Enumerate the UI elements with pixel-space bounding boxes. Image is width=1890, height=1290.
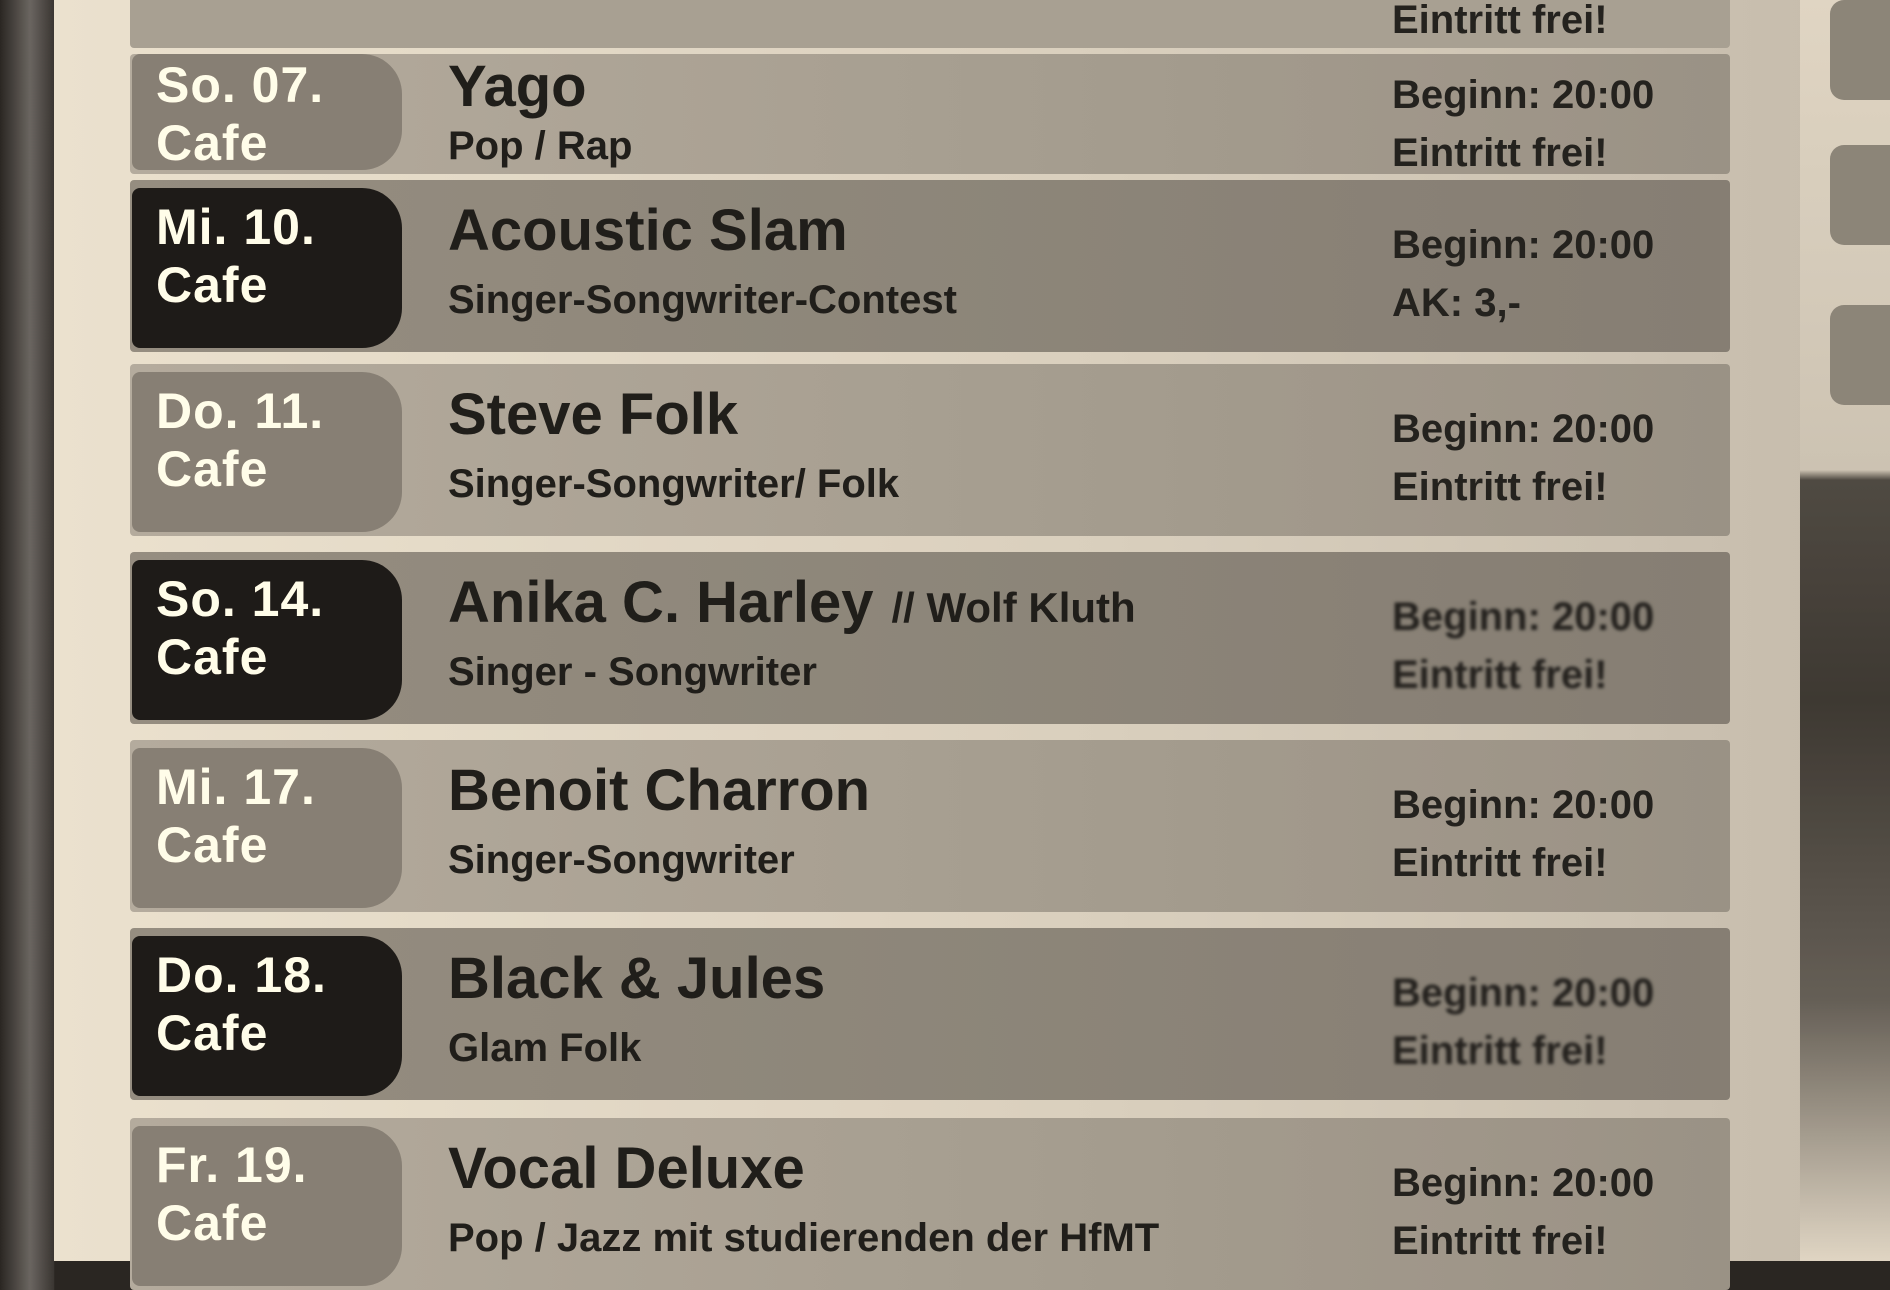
event-artist: Steve Folk bbox=[448, 382, 739, 447]
event-info: Beginn: 20:00 Eintritt frei! bbox=[1392, 400, 1654, 516]
date-tag: Mi. 17. Cafe bbox=[132, 748, 402, 908]
event-entry: Eintritt frei! bbox=[1392, 1219, 1608, 1263]
event-genre: Singer-Songwriter-Contest bbox=[448, 278, 957, 322]
event-title: Vocal Deluxe bbox=[448, 1136, 823, 1207]
date-tag: So. 14. Cafe bbox=[132, 560, 402, 720]
event-date: So. 07. bbox=[156, 57, 325, 113]
date-tag: Do. 18. Cafe bbox=[132, 936, 402, 1096]
event-entry: Eintritt frei! bbox=[1392, 0, 1608, 42]
event-begin: Beginn: 20:00 bbox=[1392, 407, 1655, 451]
event-date: Mi. 17. bbox=[156, 759, 316, 815]
event-row: So. 07. Cafe Yago Pop / Rap Beginn: 20:0… bbox=[130, 54, 1730, 175]
event-venue: Cafe bbox=[156, 817, 269, 873]
event-title: Benoit Charron bbox=[448, 758, 888, 829]
event-begin: Beginn: 20:00 bbox=[1392, 783, 1655, 827]
event-begin: Beginn: 20:00 bbox=[1392, 1161, 1655, 1205]
event-title: Yago bbox=[448, 54, 605, 125]
event-row: Mi. 17. Cafe Benoit Charron Singer-Songw… bbox=[130, 740, 1730, 912]
date-tag: So. 07. Cafe bbox=[132, 54, 402, 171]
event-title: Black & Jules bbox=[448, 946, 843, 1017]
date-tag: Do. 11. Cafe bbox=[132, 372, 402, 532]
date-tag: Fr. 19. Cafe bbox=[132, 1126, 402, 1286]
event-date: Fr. 19. bbox=[156, 1137, 308, 1193]
event-begin: Beginn: 20:00 bbox=[1392, 971, 1655, 1015]
event-artist: Black & Jules bbox=[448, 946, 826, 1011]
event-row: Do. 11. Cafe Steve Folk Singer-Songwrite… bbox=[130, 364, 1730, 536]
event-row: Do. 18. Cafe Black & Jules Glam Folk Beg… bbox=[130, 928, 1730, 1100]
date-tag: Mi. 10. Cafe bbox=[132, 188, 402, 348]
event-title: Anika C. Harley // Wolf Kluth bbox=[448, 570, 1136, 641]
event-venue: Cafe bbox=[156, 115, 269, 171]
event-venue: Cafe bbox=[156, 1005, 269, 1061]
event-date: Do. 18. bbox=[156, 947, 327, 1003]
event-info: Beginn: 20:00 Eintritt frei! bbox=[1392, 588, 1654, 704]
event-genre: Pop / Rap bbox=[448, 124, 633, 168]
adjacent-date-tag bbox=[1830, 305, 1890, 405]
event-begin: Beginn: 20:00 bbox=[1392, 73, 1655, 117]
event-genre: Singer-Songwriter bbox=[448, 838, 795, 882]
event-date: So. 14. bbox=[156, 571, 325, 627]
adjacent-date-tag bbox=[1830, 0, 1890, 100]
event-date: Do. 11. bbox=[156, 383, 325, 439]
event-info: Beginn: 20:00 Eintritt frei! bbox=[1392, 66, 1654, 182]
event-row: Fr. 19. Cafe Vocal Deluxe Pop / Jazz mit… bbox=[130, 1118, 1730, 1290]
event-venue: Cafe bbox=[156, 1195, 269, 1251]
event-entry: Eintritt frei! bbox=[1392, 653, 1608, 697]
event-artist: Anika C. Harley bbox=[448, 570, 874, 635]
event-title: Acoustic Slam bbox=[448, 198, 866, 269]
event-artist: Acoustic Slam bbox=[448, 198, 848, 263]
event-artist: Benoit Charron bbox=[448, 758, 871, 823]
event-venue: Cafe bbox=[156, 441, 269, 497]
event-venue: Cafe bbox=[156, 257, 269, 313]
event-artist: Vocal Deluxe bbox=[448, 1136, 805, 1201]
event-info: Beginn: 20:00 Eintritt frei! bbox=[1392, 964, 1654, 1080]
event-venue: Cafe bbox=[156, 629, 269, 685]
event-genre: Pop / Jazz mit studierenden der HfMT bbox=[448, 1216, 1160, 1260]
event-entry: Eintritt frei! bbox=[1392, 465, 1608, 509]
event-info: Beginn: 20:00 Eintritt frei! bbox=[1392, 776, 1654, 892]
adjacent-date-tag bbox=[1830, 145, 1890, 245]
event-entry: AK: 3,- bbox=[1392, 281, 1521, 325]
event-title: Steve Folk bbox=[448, 382, 756, 453]
event-entry: Eintritt frei! bbox=[1392, 1029, 1608, 1073]
event-date: Mi. 10. bbox=[156, 199, 316, 255]
event-begin: Beginn: 20:00 bbox=[1392, 595, 1655, 639]
event-genre: Singer-Songwriter/ Folk bbox=[448, 462, 900, 506]
event-artist: Yago bbox=[448, 54, 587, 119]
event-entry: Eintritt frei! bbox=[1392, 841, 1608, 885]
event-genre: Glam Folk bbox=[448, 1026, 642, 1070]
event-artist-extra: // Wolf Kluth bbox=[891, 584, 1136, 631]
event-info: Beginn: 20:00 Eintritt frei! bbox=[1392, 1154, 1654, 1270]
event-begin: Beginn: 20:00 bbox=[1392, 223, 1655, 267]
event-genre: Singer - Songwriter bbox=[448, 650, 817, 694]
event-band bbox=[130, 0, 1730, 48]
event-row: So. 14. Cafe Anika C. Harley // Wolf Klut… bbox=[130, 552, 1730, 724]
event-row-previous: Eintritt frei! bbox=[130, 0, 1730, 48]
event-info: Beginn: 20:00 AK: 3,- bbox=[1392, 216, 1654, 332]
event-row: Mi. 10. Cafe Acoustic Slam Singer-Songwr… bbox=[130, 180, 1730, 352]
event-entry: Eintritt frei! bbox=[1392, 131, 1608, 175]
